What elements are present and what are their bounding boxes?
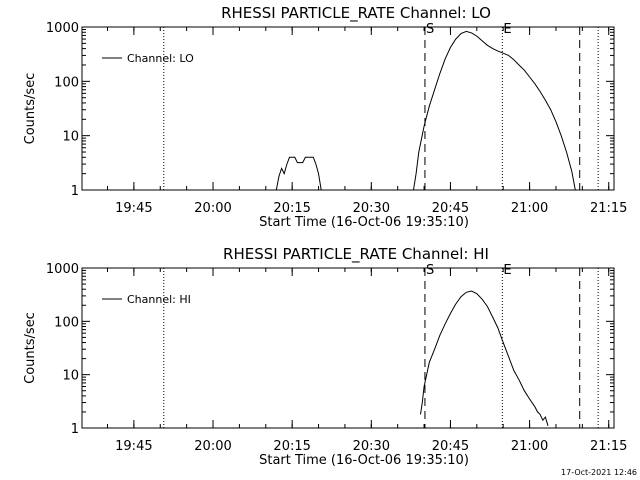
hi-channel-panel: RHESSI PARTICLE_RATE Channel: HI 19:45 20:… xyxy=(23,245,627,468)
series-line xyxy=(413,30,576,191)
legend-label: Channel: HI xyxy=(127,293,191,306)
x-tick-label: 21:00 xyxy=(511,201,548,216)
x-tick-label: 19:45 xyxy=(115,201,152,216)
legend-label: Channel: LO xyxy=(127,52,194,65)
series-line xyxy=(275,156,322,191)
x-tick-label: 20:30 xyxy=(353,201,390,216)
chart-title: RHESSI PARTICLE_RATE Channel: LO xyxy=(221,4,491,23)
x-tick-label: 19:45 xyxy=(115,439,152,454)
y-tick-label: 1000 xyxy=(46,21,79,36)
plot-frame xyxy=(81,26,615,191)
x-tick-label: 21:00 xyxy=(511,439,548,454)
marker-label: S xyxy=(426,22,434,37)
y-axis-label: Counts/sec xyxy=(23,312,38,384)
x-tick-label: 20:15 xyxy=(273,439,310,454)
lo-channel-panel: RHESSI PARTICLE_RATE Channel: LO 19:45 20:… xyxy=(23,4,627,230)
x-axis-label: Start Time (16-Oct-06 19:35:10) xyxy=(259,453,469,468)
y-tick-label: 1 xyxy=(71,422,79,437)
x-tick-label: 20:30 xyxy=(353,439,390,454)
plot-frame xyxy=(81,267,615,429)
x-tick-label: 20:45 xyxy=(432,439,469,454)
y-tick-label: 1 xyxy=(71,184,79,199)
y-axis-label: Counts/sec xyxy=(23,73,38,145)
y-tick-label: 1000 xyxy=(46,262,79,277)
timestamp-footer: 17-Oct-2021 12:46 xyxy=(561,468,637,477)
x-tick-label: 21:15 xyxy=(590,439,627,454)
y-tick-label: 10 xyxy=(62,369,79,384)
y-tick-label: 10 xyxy=(62,130,79,145)
marker-label: S xyxy=(426,263,434,278)
marker-label: E xyxy=(503,22,511,37)
y-tick-label: 100 xyxy=(54,315,79,330)
series-line xyxy=(420,290,549,426)
x-tick-label: 20:15 xyxy=(273,201,310,216)
x-tick-label: 20:00 xyxy=(194,201,231,216)
x-tick-label: 21:15 xyxy=(590,201,627,216)
x-tick-label: 20:45 xyxy=(432,201,469,216)
x-axis-label: Start Time (16-Oct-06 19:35:10) xyxy=(259,215,469,230)
marker-label: E xyxy=(503,263,511,278)
chart-title: RHESSI PARTICLE_RATE Channel: HI xyxy=(223,245,489,264)
y-tick-label: 100 xyxy=(54,75,79,90)
x-tick-label: 20:00 xyxy=(194,439,231,454)
